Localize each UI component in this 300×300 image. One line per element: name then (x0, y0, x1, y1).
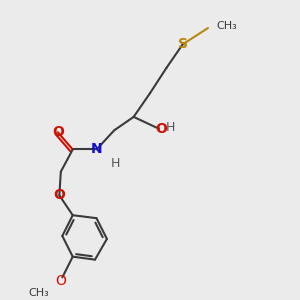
Text: O: O (155, 122, 167, 136)
Text: CH₃: CH₃ (216, 21, 237, 31)
Text: H: H (166, 121, 175, 134)
Text: H: H (110, 157, 120, 170)
Text: O: O (52, 125, 64, 139)
Text: N: N (91, 142, 102, 157)
Text: S: S (178, 37, 188, 51)
Text: CH₃: CH₃ (28, 287, 49, 298)
Text: O: O (53, 188, 65, 203)
Text: O: O (56, 274, 66, 288)
